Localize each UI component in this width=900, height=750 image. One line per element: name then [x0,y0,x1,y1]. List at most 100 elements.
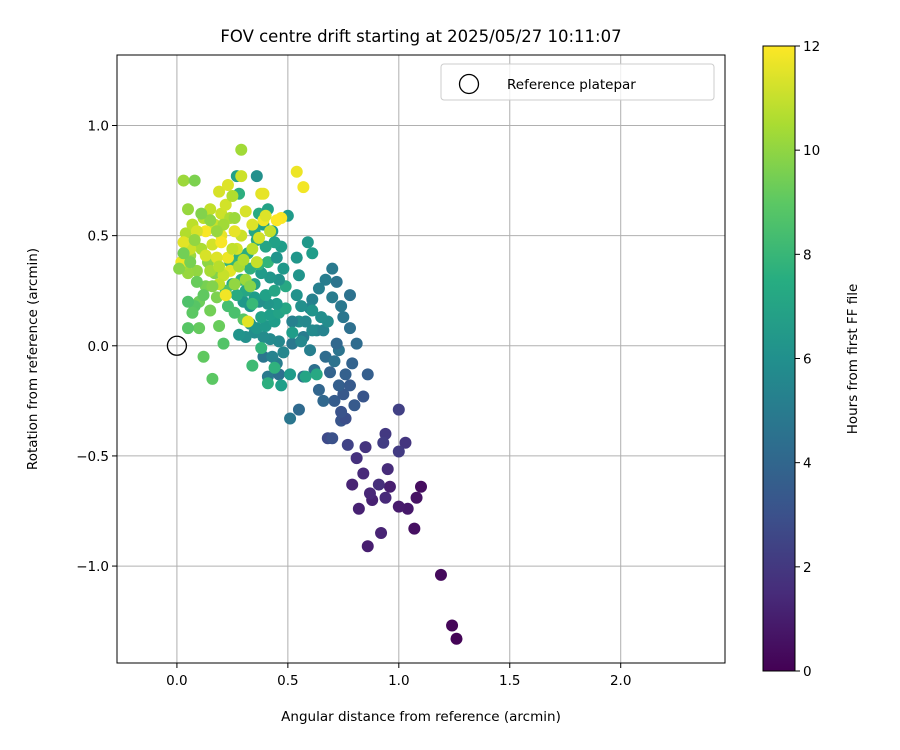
data-point [295,335,308,348]
data-point [206,372,219,385]
data-point [297,181,310,194]
data-point [213,185,226,198]
data-point [324,366,337,379]
x-tick-label: 1.0 [388,673,409,689]
data-point [312,282,325,295]
data-point [215,236,228,249]
data-point [304,344,317,357]
data-point [284,368,297,381]
data-point [299,315,312,328]
data-point [197,289,210,302]
data-point [290,289,303,302]
data-point [261,256,274,269]
data-point [250,256,263,269]
y-tick-label: 1.0 [88,118,109,134]
data-point [306,304,319,317]
data-point [204,264,217,277]
data-point [188,234,201,247]
data-point [255,341,268,354]
data-point [326,262,339,275]
data-point [343,322,356,335]
colorbar-tick-label: 0 [803,664,812,680]
data-point [277,346,290,359]
data-point [357,390,370,403]
chart-title: FOV centre drift starting at 2025/05/27 … [220,27,621,46]
colorbar-tick-label: 6 [803,352,812,368]
data-point [188,174,201,187]
data-point [228,306,241,319]
data-point [346,478,359,491]
data-point [284,412,297,425]
data-point [268,361,281,374]
colorbar-tick-label: 4 [803,456,812,472]
data-point [182,322,195,335]
data-point [270,297,283,310]
data-point [264,271,277,284]
data-point [319,273,332,286]
data-point [335,405,348,418]
data-point [264,225,277,238]
data-point [199,225,212,238]
data-point [241,315,254,328]
data-point [348,399,361,412]
data-point [381,463,394,476]
colorbar: 0 2 4 6 8 10 12 Hours from first FF file [762,39,861,680]
data-point [186,306,199,319]
data-point [259,209,272,222]
data-point [177,174,190,187]
x-axis-label: Angular distance from reference (arcmin) [281,709,561,725]
data-point [204,304,217,317]
colorbar-label: Hours from first FF file [845,284,861,435]
data-point [230,289,243,302]
data-point [204,214,217,227]
data-point [392,445,405,458]
data-point [219,289,232,302]
data-point [410,491,423,504]
data-point [408,522,421,535]
data-point [290,165,303,178]
data-point [337,311,350,324]
data-point [246,218,259,231]
data-point [228,212,241,225]
data-point [306,247,319,260]
data-point [184,256,197,269]
data-point [326,291,339,304]
data-point [315,311,328,324]
data-point [195,207,208,220]
data-point [233,328,246,341]
data-point [286,326,299,339]
data-point [335,300,348,313]
data-point [177,247,190,260]
data-point [277,262,290,275]
data-point [312,383,325,396]
legend-reference-marker [458,73,480,95]
data-point [244,280,257,293]
data-point [226,242,239,255]
data-point [257,187,270,200]
colorbar-gradient [763,46,795,671]
y-tick-label: 0.0 [88,339,109,355]
data-point [286,315,299,328]
data-point [290,251,303,264]
data-point [270,251,283,264]
data-point [415,480,427,493]
data-point [319,350,332,363]
x-tick-label: 0.0 [166,673,187,689]
data-point [330,337,343,350]
data-point [357,467,370,480]
data-point [268,236,281,249]
data-point [173,262,186,275]
data-point [328,394,341,407]
data-point [259,240,272,253]
colorbar-tick-label: 8 [803,247,812,263]
data-point [182,295,195,308]
y-tick-label: −0.5 [76,449,109,465]
data-point [237,253,250,266]
data-point [246,359,259,372]
data-point [359,441,372,454]
data-point [332,379,345,392]
x-tick-label: 2.0 [610,673,631,689]
data-point [182,203,195,216]
y-axis-label: Rotation from reference (arcmin) [25,248,41,470]
